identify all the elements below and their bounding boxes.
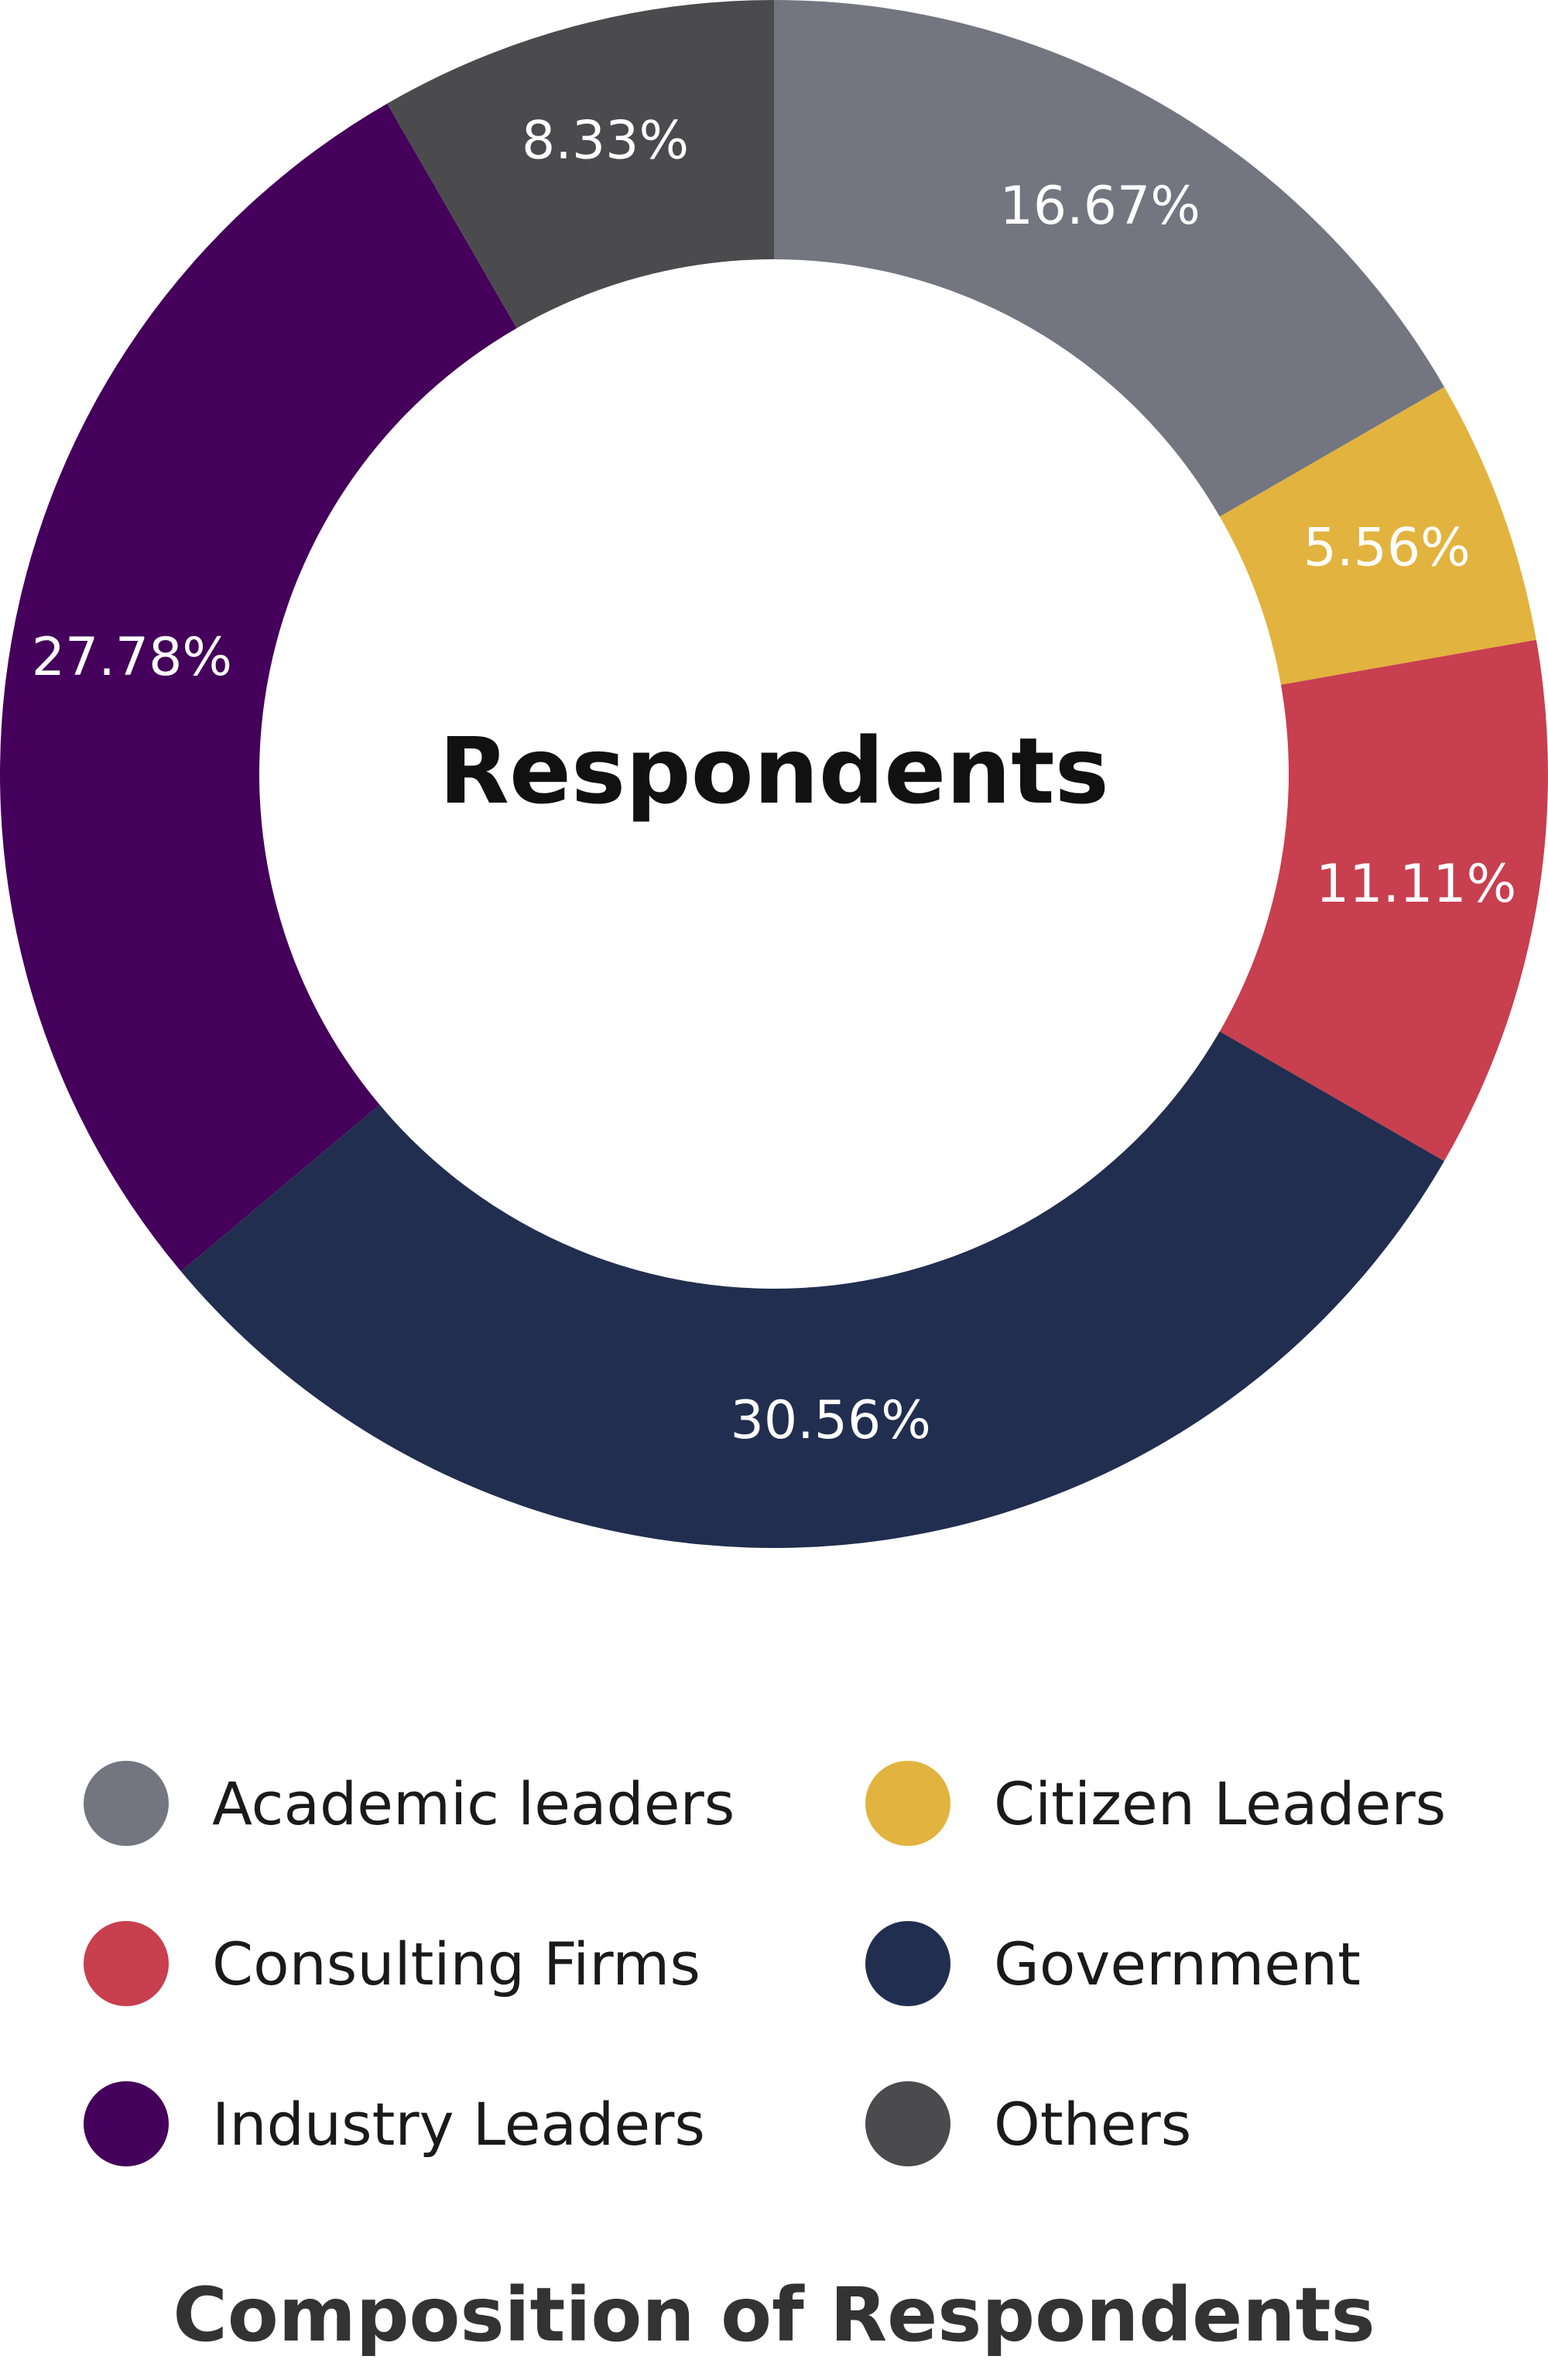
donut-chart: 16.67% 5.56% 11.11% 30.56% 27.78% 8.33% Respo… bbox=[0, 0, 1548, 1548]
slice-label-citizen-leaders: 5.56% bbox=[1303, 518, 1471, 579]
slice-label-academic-leaders: 16.67% bbox=[1000, 176, 1200, 237]
slice-label-industry-leaders: 27.78% bbox=[32, 627, 232, 688]
donut-slice-labels: 16.67% 5.56% 11.11% 30.56% 27.78% 8.33% bbox=[32, 111, 1517, 1451]
legend-label: Consulting Firms bbox=[212, 1929, 700, 1998]
slice-label-government: 30.56% bbox=[731, 1390, 931, 1451]
slice-label-consulting-firms: 11.11% bbox=[1316, 854, 1516, 915]
donut-slice-government bbox=[180, 1031, 1444, 1548]
donut-slice-citizen-leaders bbox=[1219, 387, 1536, 685]
legend-label: Others bbox=[994, 2089, 1192, 2159]
legend-swatch bbox=[865, 2081, 950, 2166]
chart-title: Composition of Respondents bbox=[173, 2272, 1375, 2358]
legend-item-academic-leaders: Academic leaders bbox=[84, 1757, 735, 1850]
legend-label: Academic leaders bbox=[212, 1769, 735, 1838]
legend-label: Government bbox=[994, 1929, 1361, 1998]
donut-slice-consulting-firms bbox=[1219, 639, 1548, 1162]
legend-item-industry-leaders: Industry Leaders bbox=[84, 2077, 705, 2170]
legend-label: Citizen Leaders bbox=[994, 1769, 1447, 1838]
donut-center-label: Respondents bbox=[439, 717, 1109, 824]
chart-legend: Academic leaders Citizen Leaders Consultin… bbox=[0, 1757, 1548, 2237]
legend-item-government: Government bbox=[865, 1917, 1361, 2010]
legend-item-citizen-leaders: Citizen Leaders bbox=[865, 1757, 1446, 1850]
legend-swatch bbox=[84, 1761, 169, 1846]
donut-slice-others bbox=[387, 0, 774, 329]
slice-label-others: 8.33% bbox=[522, 111, 689, 172]
legend-swatch bbox=[84, 1921, 169, 2006]
donut-slices bbox=[0, 0, 1548, 1548]
legend-item-consulting-firms: Consulting Firms bbox=[84, 1917, 700, 2010]
donut-slice-academic-leaders bbox=[774, 0, 1445, 517]
legend-swatch bbox=[865, 1921, 950, 2006]
legend-swatch bbox=[84, 2081, 169, 2166]
legend-item-others: Others bbox=[865, 2077, 1191, 2170]
legend-label: Industry Leaders bbox=[212, 2089, 705, 2159]
legend-swatch bbox=[865, 1761, 950, 1846]
donut-slice-industry-leaders bbox=[0, 103, 517, 1272]
